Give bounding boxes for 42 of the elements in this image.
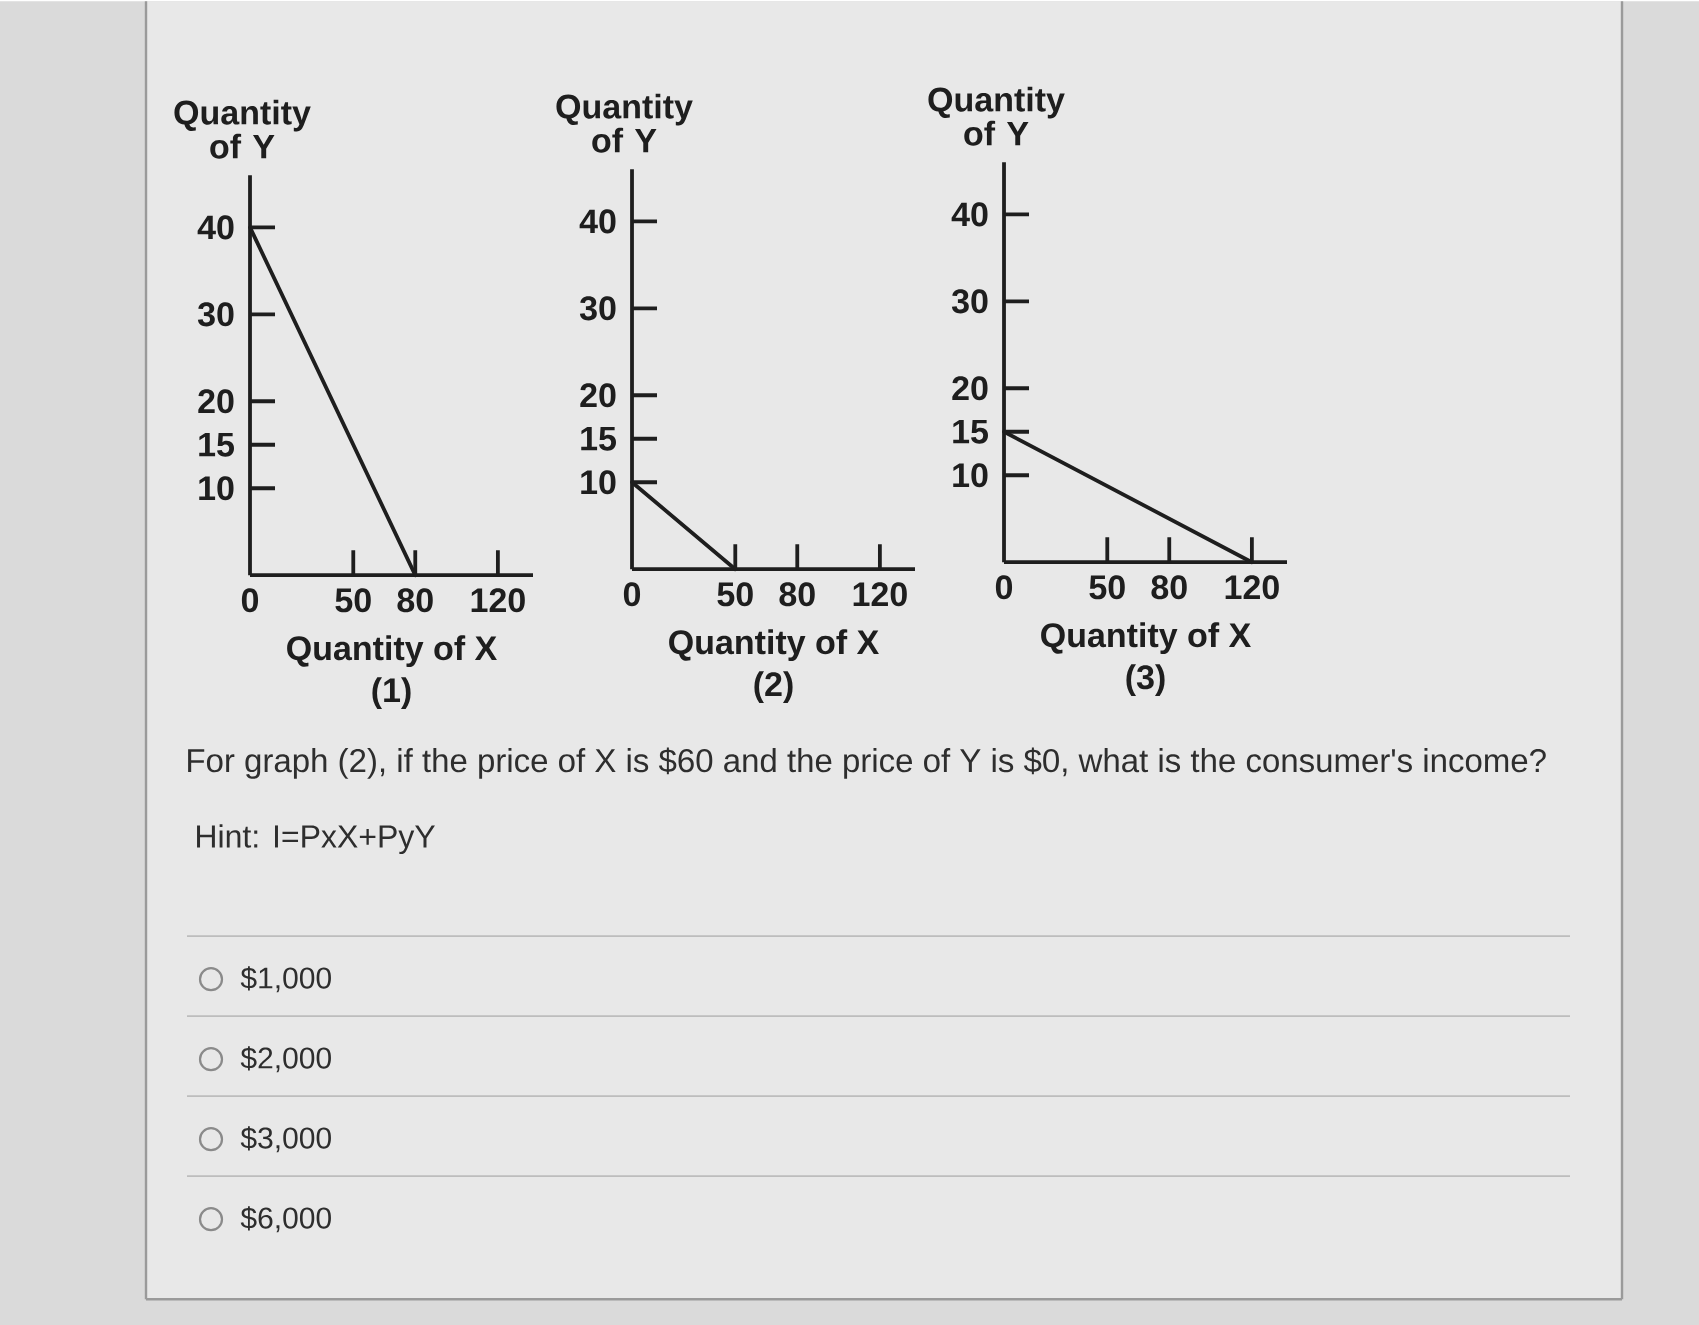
x-axis-title: Quantity of X: [669, 629, 879, 661]
x-tick-label: 0: [995, 575, 1013, 600]
y-axis-title: Quantity of Y: [556, 93, 693, 153]
text: For graph (2), if the price of X is $60 and the price of Y is $0, what is the consumer's income?: [188, 747, 1546, 779]
text: $6,000: [240, 1206, 331, 1233]
y-axis-title: Quantity of Y: [928, 86, 1065, 146]
y-tick-label: 30: [197, 302, 234, 327]
x-axis-title: Quantity of X: [1041, 622, 1251, 654]
y-tick-label: 20: [952, 376, 988, 401]
y-axis-title: Quantity of Y: [174, 99, 311, 159]
y-tick-label: 15: [199, 432, 234, 457]
x-tick-label: 50: [1089, 575, 1125, 600]
x-tick-label: 0: [623, 582, 641, 607]
x-tick-label: 50: [717, 582, 753, 607]
x-tick-label: 120: [471, 588, 525, 613]
x-tick-label: 80: [397, 588, 433, 613]
y-tick-label: 10: [199, 476, 234, 501]
y-tick-label: 30: [951, 289, 988, 314]
y-tick-label: 20: [198, 389, 234, 414]
text: Hint: I=PxX+PyY: [197, 824, 435, 855]
x-tick-label: 0: [241, 588, 259, 613]
y-tick-label: 10: [953, 463, 988, 488]
y-tick-label: 40: [951, 202, 988, 227]
x-tick-label: 50: [335, 588, 371, 613]
x-tick-label: 120: [853, 582, 907, 607]
y-tick-label: 15: [581, 426, 616, 451]
x-tick-label: 80: [1151, 575, 1187, 600]
text: (3): [1126, 664, 1165, 696]
x-tick-label: 120: [1225, 575, 1279, 600]
y-tick-label: 40: [197, 215, 234, 240]
x-tick-label: 80: [779, 582, 815, 607]
text: $3,000: [240, 1126, 331, 1153]
y-tick-label: 15: [953, 419, 988, 444]
y-tick-label: 40: [579, 209, 616, 234]
y-tick-label: 30: [579, 296, 616, 321]
y-tick-label: 10: [581, 470, 616, 495]
text: $2,000: [240, 1046, 331, 1073]
y-tick-label: 20: [580, 383, 616, 408]
text: (1): [372, 677, 411, 709]
text: (2): [754, 671, 793, 703]
text: $1,000: [240, 966, 331, 993]
x-axis-title: Quantity of X: [287, 635, 497, 667]
